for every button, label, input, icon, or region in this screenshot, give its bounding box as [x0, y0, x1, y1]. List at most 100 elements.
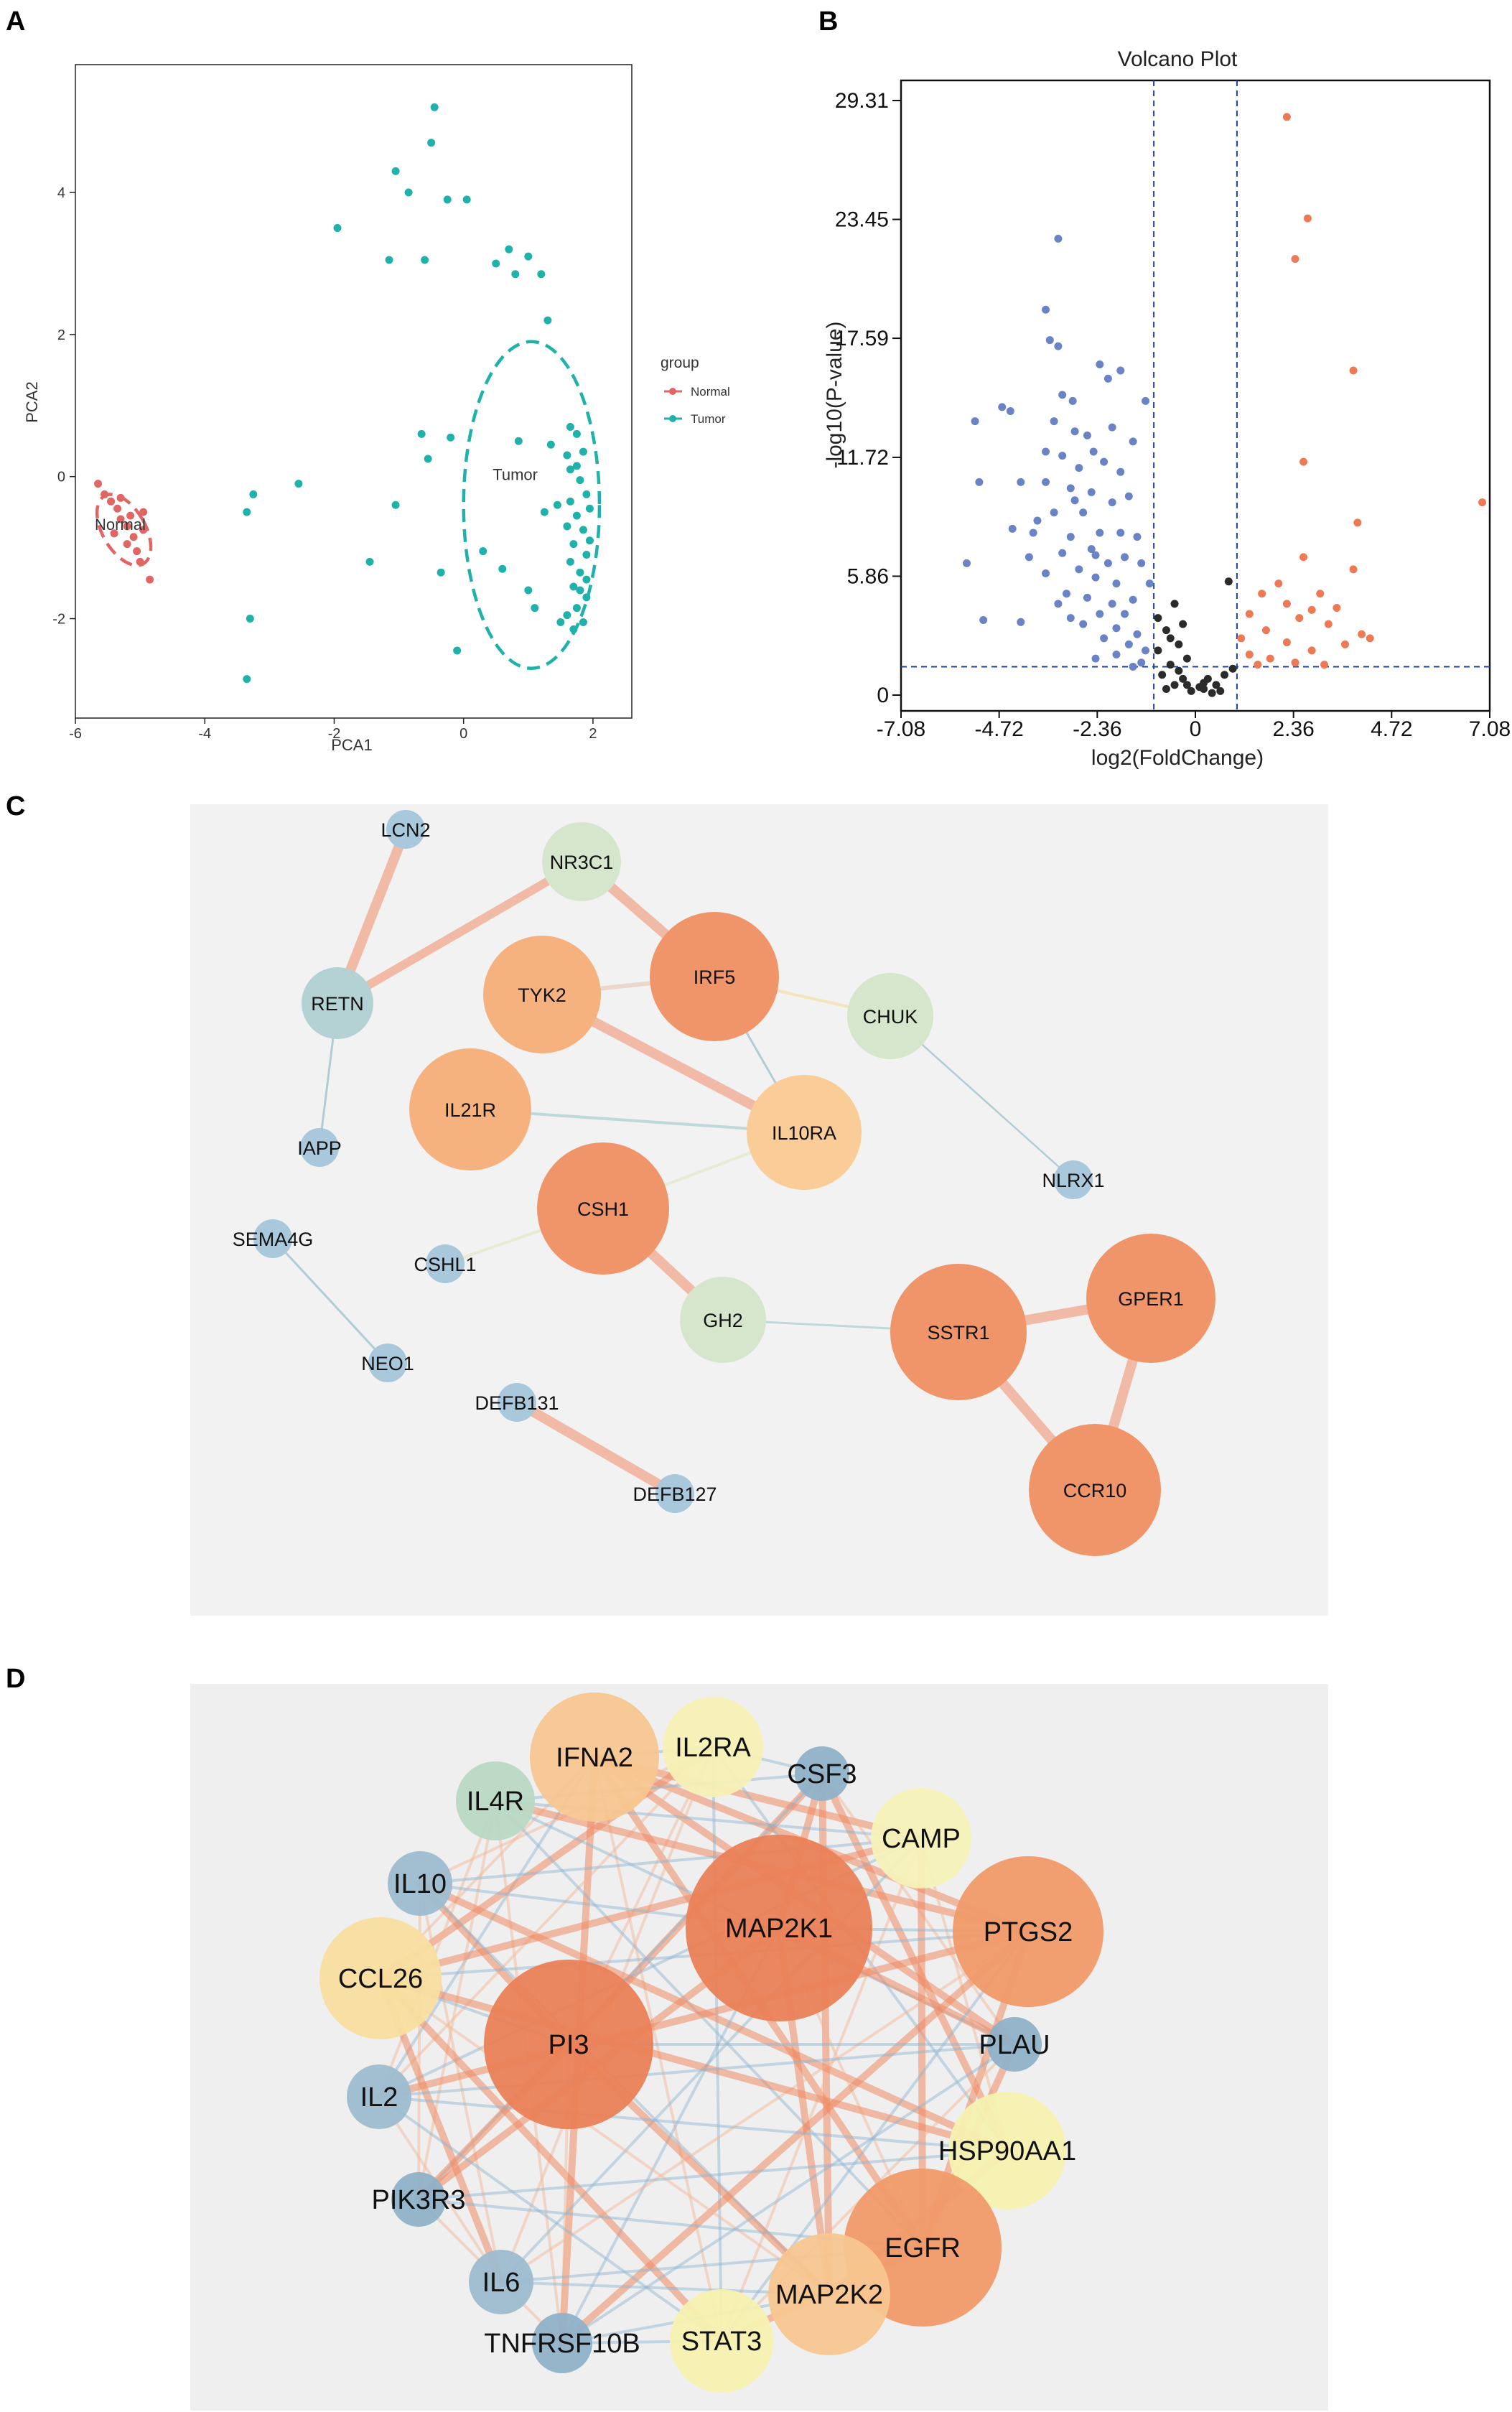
volcano-point-down	[1091, 551, 1100, 559]
pca-point-normal	[123, 540, 131, 549]
volcano-point-down	[1129, 595, 1137, 604]
network-d-edge	[494, 1799, 924, 2249]
volcano-point-up	[1349, 565, 1358, 574]
volcano-point-down	[1054, 342, 1063, 350]
network-d-edge	[416, 1880, 1011, 2154]
volcano-point-ns	[1212, 681, 1221, 689]
network-c-node-nlrx1: NLRX1	[1042, 1160, 1105, 1199]
pca-y-axis-label: PCA2	[23, 381, 41, 422]
network-d-nodes: IFNA2 IL2RA CSF3 IL4R CAMP IL10 MAP2K1 PTGS2 CCL…	[319, 1692, 1103, 2393]
network-c-edge	[333, 857, 586, 1007]
volcano-point-down	[1079, 508, 1088, 517]
network-d-node-il4r: IL4R	[456, 1761, 535, 1840]
panel-b-letter: B	[818, 6, 838, 37]
pca-point-tumor	[453, 646, 462, 655]
volcano-point-ns	[1154, 646, 1162, 655]
network-d-edge	[593, 1756, 723, 2342]
pca-point-tumor	[572, 429, 581, 438]
pca-point-tumor	[572, 511, 581, 520]
pca-x-axis-label: PCA1	[331, 736, 372, 754]
network-c-node-circle	[847, 973, 933, 1059]
network-c-node-label: NEO1	[361, 1353, 414, 1374]
volcano-point-down	[1070, 496, 1079, 505]
pca-point-normal	[129, 533, 138, 541]
network-c-node-label: CSH1	[577, 1198, 629, 1220]
volcano-point-down	[1079, 620, 1088, 628]
pca-point-tumor	[540, 508, 549, 516]
volcano-point-up	[1245, 610, 1254, 618]
network-d-node-ccl26: CCL26	[319, 1917, 442, 2039]
network-d-node-circle	[391, 2172, 446, 2227]
volcano-point-ns	[1170, 600, 1179, 608]
volcano-point-down	[1066, 533, 1075, 541]
network-c-node-cshl1: CSHL1	[414, 1244, 477, 1283]
network-d-node-circle	[456, 1761, 535, 1840]
network-c-node-label: NLRX1	[1042, 1170, 1104, 1191]
network-c-node-label: SSTR1	[927, 1322, 989, 1344]
network-c-edge	[271, 1237, 389, 1364]
volcano-y-tick-label: 17.59	[835, 327, 889, 350]
volcano-point-down	[1100, 457, 1109, 466]
network-d-node-circle	[871, 1788, 971, 1889]
volcano-point-ns	[1208, 689, 1216, 697]
network-d-node-label: IFNA2	[556, 1743, 633, 1773]
network-c-node-circle	[483, 936, 601, 1053]
network-c-node-retn: RETN	[302, 967, 373, 1039]
pca-point-tumor	[479, 547, 487, 556]
pca-point-tumor	[246, 615, 254, 623]
volcano-point-down	[1087, 545, 1096, 554]
pca-point-tumor	[505, 245, 513, 253]
network-d-node-ptgs2: PTGS2	[953, 1856, 1103, 2007]
volcano-point-ns	[1228, 664, 1237, 673]
pca-point-tumor	[537, 270, 546, 279]
pca-y-tick-label: -2	[52, 612, 65, 628]
network-c-node-label: CHUK	[863, 1006, 918, 1028]
pca-point-tumor	[566, 465, 574, 474]
volcano-point-down	[1017, 478, 1025, 486]
volcano-point-up	[1274, 579, 1283, 588]
network-d-node-il2: IL2	[347, 2064, 411, 2129]
volcano-point-down	[1050, 417, 1058, 426]
network-d-edge	[377, 1743, 717, 1982]
volcano-point-ns	[1166, 661, 1175, 669]
network-c-node-iapp: IAPP	[297, 1128, 342, 1167]
network-d-node-circle	[663, 1697, 763, 1797]
pca-point-tumor	[447, 433, 455, 442]
volcano-point-down	[1050, 508, 1058, 517]
pca-point-normal	[146, 575, 154, 584]
network-d-node-plau: PLAU	[979, 2017, 1050, 2072]
network-c-node-chuk: CHUK	[847, 973, 933, 1059]
volcano-point-ns	[1187, 686, 1195, 695]
volcano-point-down	[1091, 654, 1100, 663]
network-c-node-label: CCR10	[1063, 1480, 1127, 1501]
volcano-point-ns	[1166, 634, 1175, 643]
network-c-node-sema4g: SEMA4G	[233, 1219, 313, 1258]
volcano-point-down	[1025, 553, 1033, 562]
pca-point-tumor	[498, 564, 507, 573]
network-d-node-map2k2: MAP2K2	[768, 2233, 890, 2355]
network-d-panel: IFNA2 IL2RA CSF3 IL4R CAMP IL10 MAP2K1 PTGS2 CCL…	[190, 1684, 1328, 2411]
network-c-node-circle	[300, 1128, 339, 1167]
pca-point-tumor	[582, 490, 591, 498]
volcano-x-tick-label: -2.36	[1073, 717, 1121, 741]
pca-legend: group Normal Tumor	[661, 355, 730, 426]
pca-point-tumor	[524, 252, 533, 261]
pca-point-tumor	[391, 167, 400, 175]
network-d-node-label: CAMP	[882, 1824, 961, 1854]
pca-point-tumor	[462, 195, 471, 204]
volcano-point-up	[1258, 590, 1266, 598]
volcano-point-up	[1307, 605, 1316, 614]
volcano-point-down	[1133, 630, 1142, 638]
panel-c-letter: C	[6, 791, 25, 821]
network-d-node-label: IL2RA	[675, 1733, 751, 1763]
pca-x-tick-label: -6	[69, 726, 82, 742]
network-c-node-circle	[655, 1474, 694, 1513]
volcano-point-up	[1303, 214, 1312, 223]
volcano-point-down	[1087, 488, 1096, 497]
network-d-node-tnfrsf10b: TNFRSF10B	[484, 2313, 640, 2373]
volcano-point-up	[1358, 630, 1366, 638]
network-d-node-label: PLAU	[979, 2030, 1050, 2060]
volcano-x-tick-label: 4.72	[1371, 717, 1412, 741]
network-d-node-circle	[670, 2289, 773, 2393]
pca-point-tumor	[582, 575, 591, 584]
